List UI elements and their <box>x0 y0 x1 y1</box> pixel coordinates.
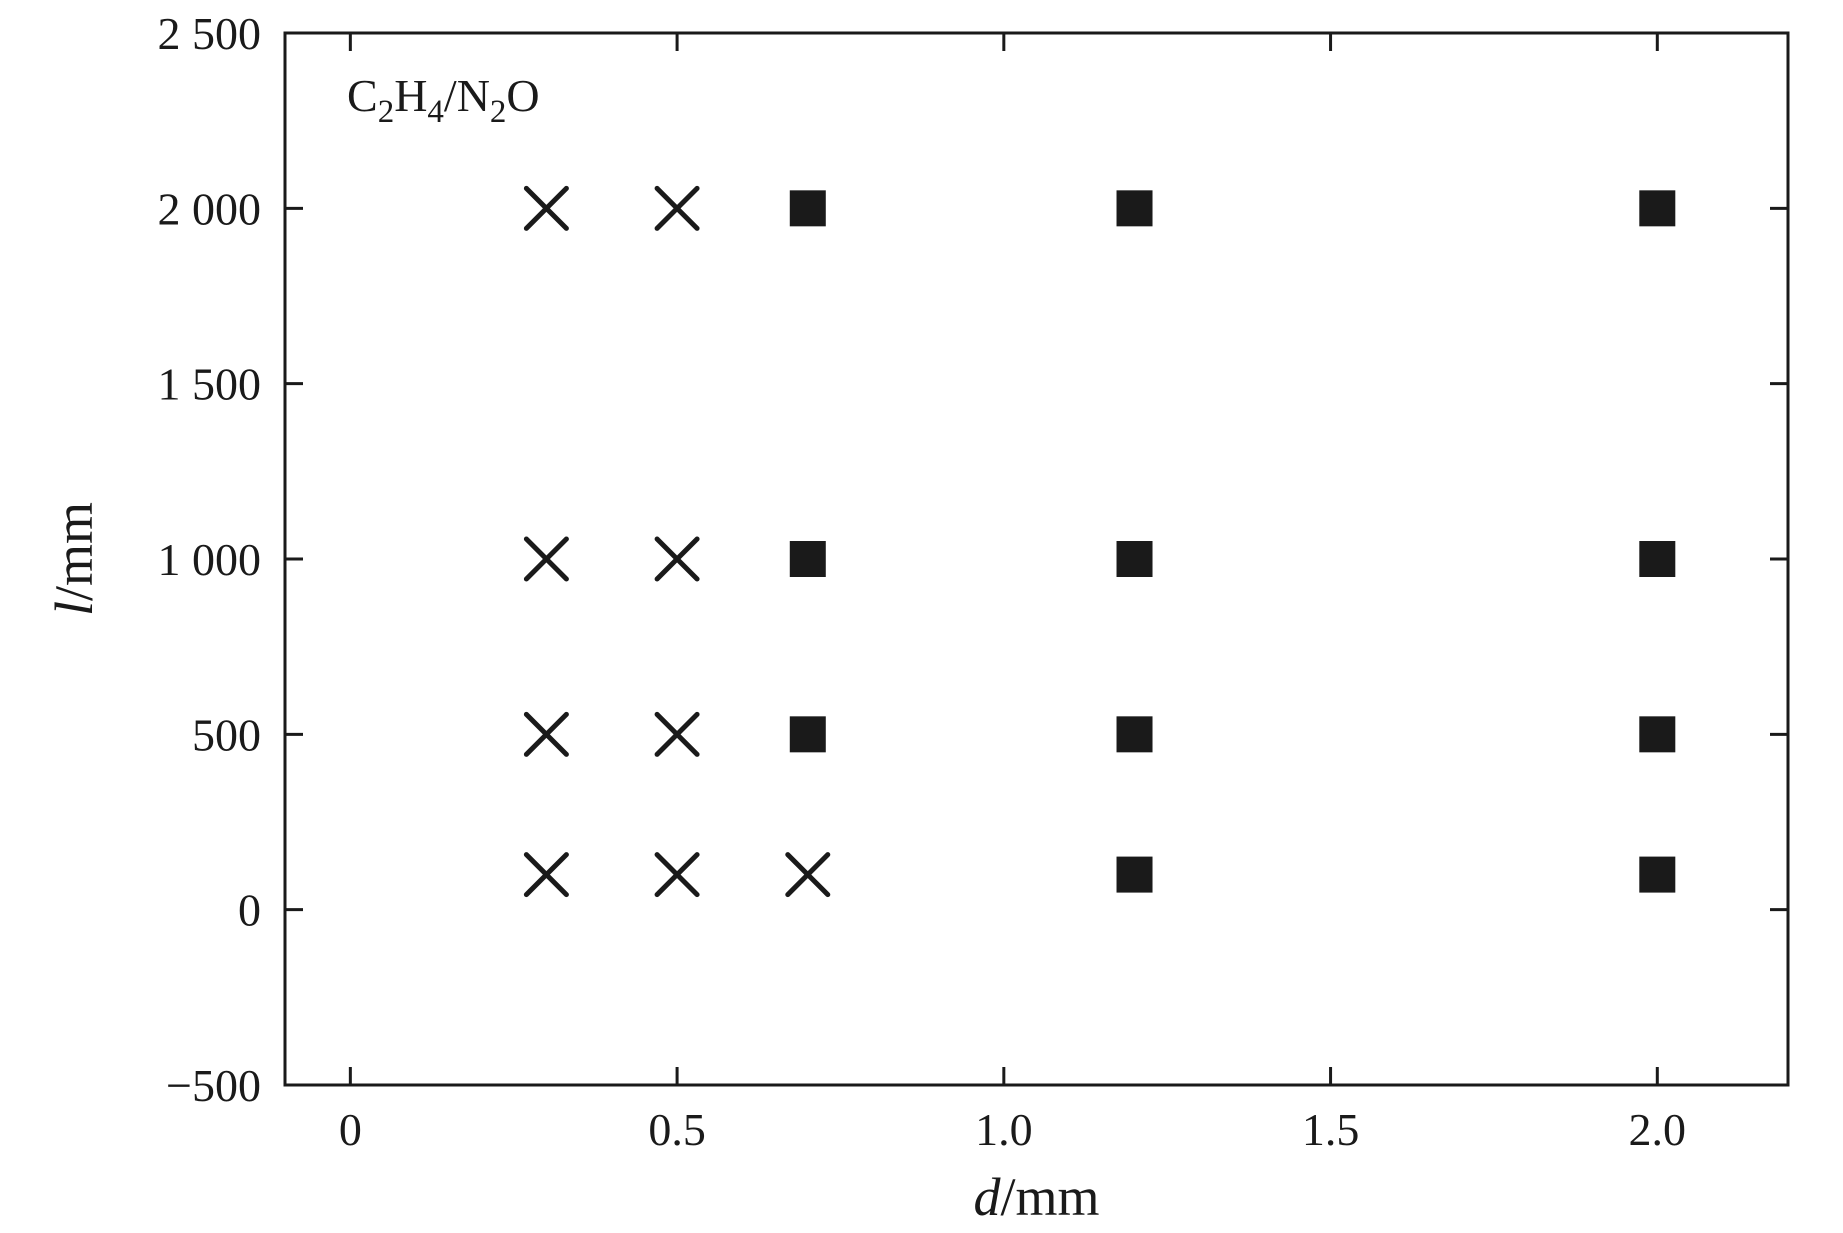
marker-cross <box>523 852 569 898</box>
x-tick-label: 1.5 <box>1302 1104 1360 1155</box>
x-tick-label: 0.5 <box>648 1104 706 1155</box>
marker-square <box>1639 716 1676 753</box>
marker-cross <box>654 185 700 231</box>
marker-square <box>1116 541 1153 577</box>
y-axis-label: l/mm <box>44 502 104 616</box>
marker-cross <box>523 185 569 231</box>
marker-square <box>1116 716 1153 753</box>
y-tick-label: −500 <box>166 1060 261 1111</box>
marker-square <box>1639 190 1676 227</box>
marker-square <box>1639 856 1676 893</box>
y-tick-label: 1 500 <box>158 359 262 410</box>
x-axis-label: d/mm <box>973 1167 1099 1227</box>
marker-square <box>1639 541 1676 577</box>
marker-cross <box>523 711 569 757</box>
x-tick-label: 0 <box>339 1104 362 1155</box>
marker-square <box>1116 856 1153 893</box>
marker-square <box>789 190 826 227</box>
x-tick-label: 2.0 <box>1629 1104 1687 1155</box>
marker-square <box>789 541 826 577</box>
y-tick-label: 2 000 <box>158 183 262 234</box>
mixture-annotation: C2H4/N2O <box>347 70 540 130</box>
y-tick-label: 2 500 <box>158 8 262 59</box>
x-tick-label: 1.0 <box>975 1104 1033 1155</box>
marker-cross <box>654 536 700 582</box>
marker-cross <box>785 852 831 898</box>
marker-cross <box>654 711 700 757</box>
y-tick-label: 0 <box>238 885 261 936</box>
marker-cross <box>523 536 569 582</box>
y-tick-label: 1 000 <box>158 534 262 585</box>
marker-cross <box>654 852 700 898</box>
y-tick-label: 500 <box>192 709 261 760</box>
marker-square <box>1116 190 1153 227</box>
marker-square <box>789 716 826 753</box>
plot-border <box>283 31 1790 1087</box>
